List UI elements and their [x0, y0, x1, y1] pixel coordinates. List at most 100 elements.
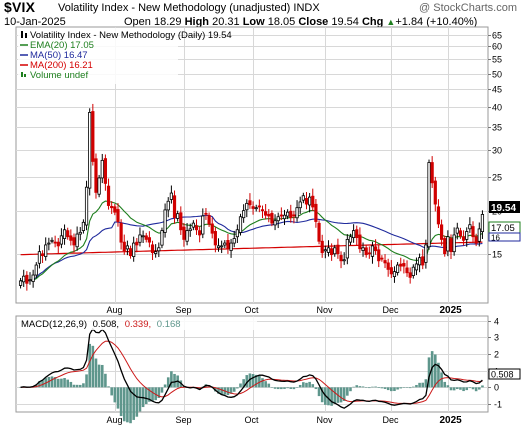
candle-body	[198, 230, 202, 236]
macd-hist-bar	[267, 383, 271, 388]
macd-hist-bar	[352, 386, 355, 388]
macd-hist-bar	[41, 380, 44, 388]
candle	[383, 254, 387, 269]
price-x-axis: Aug Sep Oct Nov Dec 2025	[107, 305, 463, 316]
candle	[191, 220, 195, 231]
candle-body	[282, 214, 287, 220]
candle	[220, 240, 224, 254]
candle	[301, 192, 305, 204]
candle-body	[216, 245, 221, 249]
candle-body	[471, 226, 475, 238]
candle-body	[37, 251, 42, 264]
macd-hist-bar	[455, 387, 459, 390]
candle	[411, 264, 415, 279]
candle	[417, 253, 422, 273]
candle-body	[320, 240, 324, 254]
candle-body	[323, 249, 327, 252]
candle	[455, 222, 459, 240]
macd-hist-bar	[292, 387, 296, 390]
macd-hist-bar	[116, 387, 120, 409]
candle	[273, 214, 277, 231]
candle-body	[339, 255, 343, 262]
candle	[471, 221, 475, 243]
macd-hist-bar	[239, 383, 242, 388]
macd-x-tick-label: Oct	[245, 415, 260, 425]
macd-hist-bar	[220, 387, 223, 395]
candle-body	[207, 215, 211, 225]
macd-hist-bar	[330, 387, 333, 406]
macd-hist-bar	[217, 387, 220, 394]
macd-hist-bar	[342, 387, 346, 402]
candle-body	[31, 274, 35, 282]
price-y-tick-label: 30	[492, 146, 502, 156]
candle	[91, 103, 95, 166]
candle-body	[336, 244, 340, 255]
candle	[452, 227, 456, 256]
price-y-tick-label: 15	[492, 250, 502, 260]
legend-volume: Volume undef	[30, 70, 88, 81]
candle-body	[25, 274, 29, 284]
macd-hist-bar	[85, 374, 88, 388]
candle	[414, 257, 419, 276]
candle	[50, 237, 54, 244]
candle-body	[116, 209, 120, 222]
macd-hist-bar	[481, 385, 484, 388]
candle-body	[251, 206, 255, 209]
candle	[298, 196, 302, 214]
high-label: High	[184, 16, 210, 28]
svg-text:MACD(12,26,9) 0.508,: MACD(12,26,9) 0.508, 0.339, 0.168	[21, 319, 181, 330]
candle-body	[132, 242, 136, 257]
candle-body	[405, 267, 409, 274]
macd-hist-bar	[327, 387, 330, 406]
macd-x-tick-label: Nov	[317, 415, 334, 425]
candle-body	[348, 236, 353, 243]
macd-histogram	[19, 343, 484, 424]
price-y-tick-label: 55	[492, 55, 502, 65]
candle	[282, 209, 287, 225]
candle-body	[468, 224, 472, 230]
macd-y-tick-label: -1	[494, 400, 502, 410]
macd-hist-bar	[122, 387, 126, 422]
candle	[242, 204, 246, 223]
candle-body	[477, 228, 481, 242]
candle-body	[172, 195, 177, 218]
macd-hist-bar	[226, 387, 230, 396]
candle	[204, 208, 208, 220]
candle	[213, 227, 217, 253]
candle	[308, 192, 312, 213]
candle	[94, 153, 98, 199]
candle-body	[106, 185, 111, 206]
macd-path	[20, 327, 483, 409]
candle	[424, 239, 428, 269]
candle-body	[436, 206, 441, 225]
candle-body	[210, 223, 214, 234]
macd-y-tick-label: 3	[494, 333, 499, 343]
candle	[474, 233, 478, 247]
macd-hist-bar	[402, 387, 406, 388]
macd-y-tick-label: 4	[494, 317, 499, 327]
price-y-tick-label: 45	[492, 85, 502, 95]
macd-hist-bar	[38, 381, 41, 388]
candle-body	[257, 205, 261, 208]
svg-text:17.05: 17.05	[491, 223, 515, 234]
candle-body	[150, 244, 155, 254]
candle-body	[97, 177, 101, 195]
candle	[172, 190, 177, 224]
legend-ma50: MA(50) 16.47	[30, 50, 88, 61]
candle	[480, 210, 485, 239]
candle	[53, 235, 57, 248]
macd-hist-bar	[258, 375, 261, 388]
macd-hist-bar	[440, 372, 443, 388]
macd-hist-bar	[254, 374, 258, 388]
candle	[235, 224, 239, 243]
candle-body	[122, 241, 126, 252]
candle	[260, 205, 265, 219]
candle-body	[160, 230, 164, 246]
price-y-tick-label: 60	[492, 42, 502, 52]
quote-date: 10-Jan-2025	[4, 16, 66, 28]
macd-hist-bar	[418, 382, 421, 388]
macd-hist-bar	[110, 387, 113, 396]
copyright-link[interactable]: @ StockCharts.com	[419, 2, 517, 14]
candle	[276, 212, 280, 229]
